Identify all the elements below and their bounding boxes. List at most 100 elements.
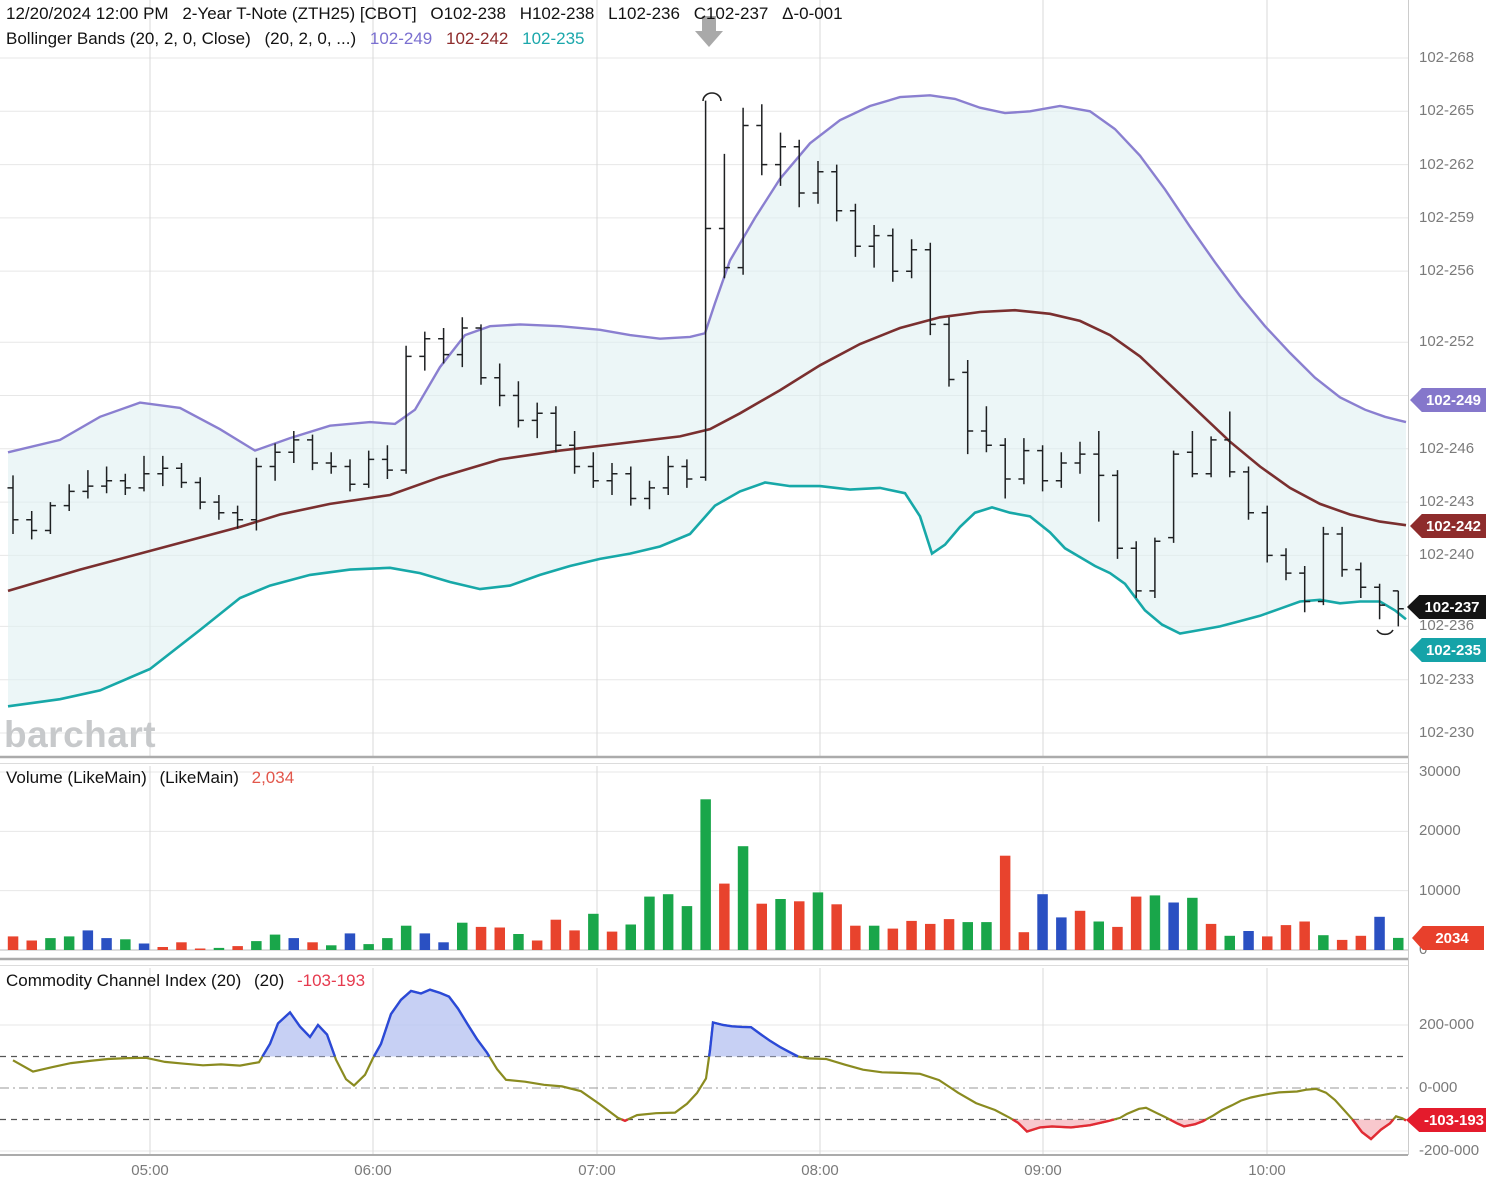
- cci-oversold-line: [621, 1118, 629, 1123]
- cci-overbought-fill: [373, 989, 490, 1057]
- volume-bar: [662, 894, 674, 950]
- quote-close: C102-237: [693, 4, 769, 23]
- volume-bar: [157, 947, 168, 950]
- volume-bar: [475, 926, 487, 950]
- volume-bar: [363, 944, 374, 950]
- volume-bar: [1318, 935, 1329, 950]
- y-axis-label: 102-259: [1419, 208, 1475, 226]
- volume-title[interactable]: Volume (LikeMain): [6, 768, 147, 787]
- volume-bar: [943, 919, 955, 950]
- cci-oversold-line: [1351, 1118, 1395, 1141]
- volume-bar: [1093, 921, 1104, 950]
- cci-overbought-fill: [709, 1022, 798, 1057]
- volume-bar: [1205, 923, 1217, 950]
- symbol-name: 2-Year T-Note (ZTH25) [CBOT]: [182, 4, 417, 23]
- volume-bar: [438, 942, 449, 950]
- volume-bar: [344, 933, 356, 950]
- volume-bar: [831, 904, 842, 950]
- volume-bar: [681, 906, 693, 950]
- volume-bar: [176, 942, 187, 950]
- volume-bar: [700, 799, 711, 950]
- volume-bar: [625, 924, 636, 950]
- volume-bar: [906, 920, 917, 950]
- bb-middle-badge[interactable]: 102-242: [1410, 514, 1486, 538]
- volume-bar: [494, 927, 505, 950]
- volume-bar: [1112, 926, 1123, 950]
- volume-bar: [794, 901, 805, 950]
- volume-bar: [1224, 935, 1235, 950]
- y-axis-label: 102-240: [1419, 546, 1475, 564]
- cci-overbought-line: [707, 1021, 799, 1058]
- study-params: (20, 2, 0, ...): [264, 29, 357, 48]
- cci-readout: -103-193: [296, 971, 366, 990]
- volume-bar: [644, 896, 655, 950]
- volume-bar: [999, 855, 1011, 950]
- y-axis-label: 102-262: [1419, 155, 1475, 173]
- cci-title[interactable]: Commodity Channel Index (20): [6, 971, 242, 990]
- bollinger-middle-line: [7, 308, 1407, 593]
- bb-upper-badge[interactable]: 102-249: [1410, 388, 1486, 412]
- last-price-badge[interactable]: 102-237: [1407, 595, 1486, 619]
- volume-bar: [775, 899, 786, 950]
- quote-open: O102-238: [430, 4, 506, 23]
- y-axis-label: 102-243: [1419, 493, 1475, 511]
- volume-bar: [251, 941, 262, 950]
- volume-bar: [1168, 902, 1179, 950]
- volume-bar: [606, 931, 618, 950]
- volume-bar: [1262, 936, 1273, 950]
- volume-bar: [307, 942, 318, 950]
- volume-bar: [550, 919, 562, 950]
- x-axis-label: 05:00: [131, 1162, 169, 1179]
- volume-bar: [138, 943, 150, 950]
- quote-low: L102-236: [608, 4, 680, 23]
- quote-high: H102-238: [519, 4, 595, 23]
- volume-bar: [812, 892, 824, 950]
- y-axis-label: 102-265: [1419, 102, 1475, 120]
- y-axis-label: 200-000: [1419, 1016, 1475, 1033]
- x-axis-label: 10:00: [1248, 1162, 1286, 1179]
- volume-bar: [232, 946, 243, 950]
- right-axis-border: [1408, 0, 1409, 1155]
- volume-bar: [400, 925, 412, 950]
- cci-badge[interactable]: -103-193: [1406, 1108, 1486, 1132]
- cci-line: [12, 988, 1407, 1141]
- y-axis-label: 0-000: [1419, 1079, 1458, 1096]
- volume-bar: [1130, 896, 1142, 950]
- low-arc-icon: [1376, 629, 1394, 636]
- y-axis-label: 30000: [1419, 763, 1461, 780]
- x-axis-label: 08:00: [801, 1162, 839, 1179]
- volume-bar: [513, 934, 524, 950]
- volume-badge[interactable]: 2034: [1412, 926, 1484, 950]
- cci-oversold-line: [1169, 1118, 1207, 1128]
- volume-bar: [1149, 895, 1161, 950]
- volume-bar: [962, 922, 973, 950]
- volume-panel-title: Volume (LikeMain) (LikeMain) 2,034: [6, 768, 302, 788]
- y-axis-label: -200-000: [1419, 1142, 1480, 1159]
- bb-lower-readout: 102-235: [522, 29, 585, 48]
- volume-bar: [1280, 925, 1292, 950]
- volume-bar: [1355, 935, 1367, 950]
- bb-lower-badge[interactable]: 102-235: [1410, 638, 1486, 662]
- volume-bar: [1037, 894, 1048, 950]
- volume-bar: [194, 948, 206, 950]
- y-axis-label: 102-246: [1419, 439, 1475, 457]
- cci-oversold-line: [1403, 1118, 1407, 1122]
- volume-bar: [1393, 937, 1404, 950]
- y-axis-label: 102-236: [1419, 617, 1475, 635]
- volume-bar: [868, 925, 880, 950]
- bollinger-lower-line: [7, 481, 1407, 708]
- study-label[interactable]: Bollinger Bands (20, 2, 0, Close): [6, 29, 251, 48]
- volume-bar: [737, 846, 749, 950]
- cci-oversold-fill: [1352, 1119, 1394, 1139]
- y-axis-label: 20000: [1419, 822, 1461, 840]
- y-axis-label: 102-233: [1419, 670, 1475, 688]
- x-axis-label: 06:00: [354, 1162, 392, 1179]
- volume-bar: [1299, 921, 1310, 950]
- bollinger-band-fill: [8, 95, 1406, 707]
- cci-overbought-fill: [262, 1012, 335, 1057]
- y-axis-label: 102-256: [1419, 262, 1475, 280]
- volume-bar: [63, 936, 75, 950]
- volume-bar: [326, 945, 337, 950]
